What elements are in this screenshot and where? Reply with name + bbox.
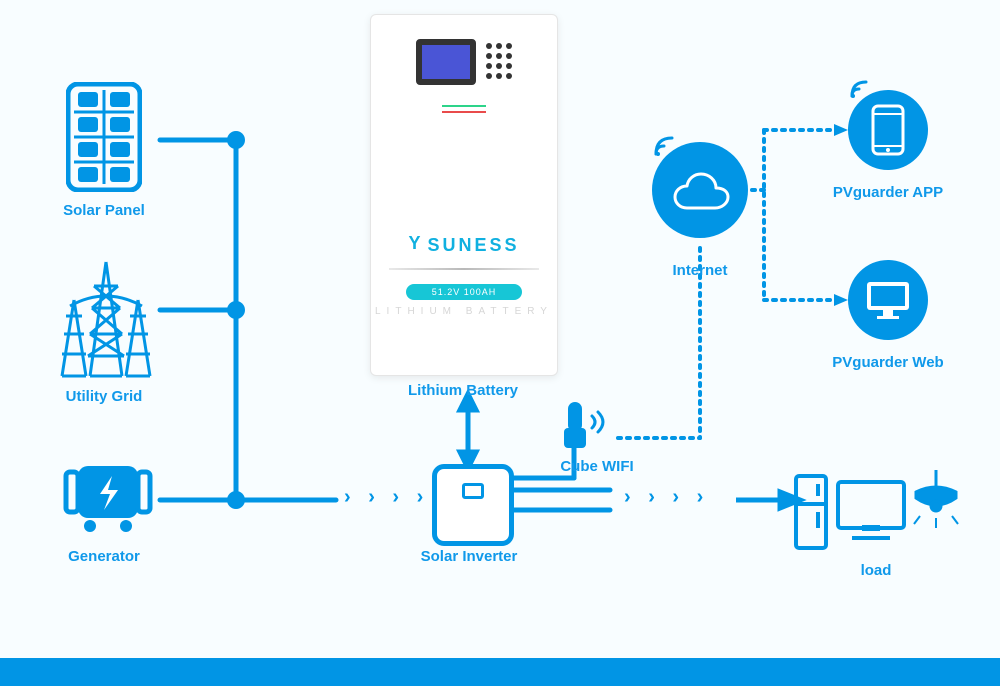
load-icon [792,458,962,558]
solar-panel-label: Solar Panel [54,202,154,219]
generator-label: Generator [54,548,154,565]
cube-wifi-label: Cube WIFI [552,458,642,475]
pvguarder-app-label: PVguarder APP [818,184,958,201]
pvguarder-app-circle [848,90,928,170]
chevrons-bus-inverter: › › › › [344,486,429,509]
generator-icon [60,456,156,536]
solar-panel-icon [66,82,142,192]
footer-bar [0,658,1000,686]
load-label: load [836,562,916,579]
utility-grid-label: Utility Grid [54,388,154,405]
battery-lcd [416,39,476,85]
battery-spec: 51.2V 100AH [406,284,523,300]
app-signal-icon [846,76,876,102]
lithium-battery-label: Lithium Battery [398,382,528,399]
battery-leds [486,43,512,79]
lithium-battery-device: YSUNESS 51.2V 100AH LITHIUM BATTERY [370,14,558,376]
battery-brand: YSUNESS [371,235,557,256]
utility-grid-icon [50,256,162,380]
internet-label: Internet [660,262,740,279]
battery-subtext: LITHIUM BATTERY [371,306,557,317]
pvguarder-web-circle [848,260,928,340]
chevrons-inverter-load: › › › › [624,486,709,509]
solar-system-diagram: › › › › › › › › Solar Panel [0,0,1000,686]
pvguarder-web-label: PVguarder Web [818,354,958,371]
solar-inverter-box [432,464,514,546]
cube-wifi-icon [562,398,622,454]
solar-inverter-label: Solar Inverter [414,548,524,565]
internet-signal-icon [650,130,684,160]
